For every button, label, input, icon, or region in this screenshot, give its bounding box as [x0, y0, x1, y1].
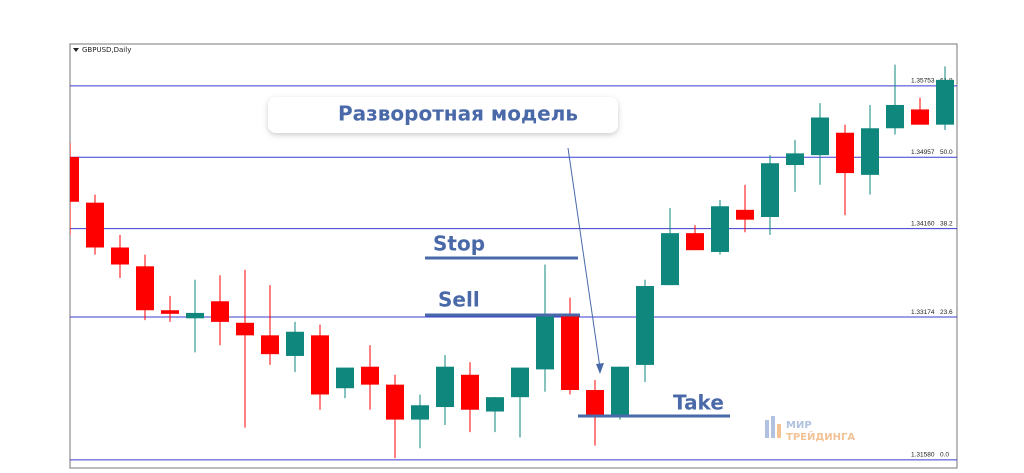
logo-bar — [777, 424, 781, 438]
candle-body — [161, 310, 179, 314]
candle-body — [286, 331, 304, 356]
logo-bar — [765, 420, 769, 438]
candle-body — [736, 209, 754, 220]
candle-body — [586, 390, 604, 416]
candle-body — [686, 233, 704, 251]
pointer-head — [596, 363, 604, 374]
candle-body — [336, 367, 354, 389]
take-label: Take — [673, 391, 724, 415]
candle-body — [411, 405, 429, 420]
pattern-label: Разворотная модель — [338, 102, 578, 126]
pattern-box — [268, 97, 618, 133]
level-price: 1.34160 — [911, 220, 935, 227]
candle-body — [211, 301, 229, 322]
level-price: 1.34957 — [911, 149, 935, 156]
candle-body — [86, 202, 104, 248]
candle-body — [911, 109, 929, 125]
candle-body — [461, 374, 479, 410]
watermark-line: ТРЕЙДИНГА — [786, 430, 855, 443]
candle-body — [561, 314, 579, 391]
candle-body — [186, 312, 204, 319]
levels: 1.3575361.81.3495750.01.3416038.21.33174… — [70, 78, 957, 461]
candle-body — [761, 163, 779, 218]
candle-body — [511, 367, 529, 398]
candle-body — [136, 266, 154, 311]
candle-body — [361, 366, 379, 385]
level-ratio: 38.2 — [940, 220, 953, 227]
candle-body — [836, 132, 854, 174]
candle-body — [886, 104, 904, 129]
level-ratio: 50.0 — [940, 149, 953, 156]
candle-body — [811, 117, 829, 156]
candle-body — [111, 247, 129, 265]
watermark: МИР ТРЕЙДИНГА — [765, 416, 855, 443]
candle-body — [311, 335, 329, 395]
candle-body — [236, 322, 254, 336]
candle-body — [611, 366, 629, 416]
candle-body — [786, 153, 804, 166]
symbol-arrow — [73, 48, 79, 52]
level-ratio: 0.0 — [940, 452, 949, 459]
level-price: 1.35753 — [911, 78, 935, 85]
watermark-line: МИР — [786, 420, 812, 431]
pointer-line — [567, 147, 601, 369]
level-price: 1.31580 — [911, 452, 935, 459]
stop-label: Stop — [433, 232, 485, 256]
symbol-label: GBPUSD,Daily — [82, 46, 131, 54]
candle-body — [636, 286, 654, 365]
candle-body — [536, 315, 554, 370]
candle-body — [711, 206, 729, 252]
candle-body — [936, 79, 954, 125]
candle-body — [70, 156, 79, 202]
candle-body — [661, 233, 679, 286]
candle-body — [861, 128, 879, 175]
logo-bar — [771, 416, 775, 438]
candle-body — [436, 366, 454, 408]
candle-body — [486, 397, 504, 412]
candles — [70, 64, 954, 459]
level-price: 1.33174 — [911, 309, 935, 316]
level-ratio: 23.6 — [940, 309, 953, 316]
candle-body — [261, 335, 279, 355]
candle-body — [386, 384, 404, 420]
sell-label: Sell — [438, 288, 480, 312]
